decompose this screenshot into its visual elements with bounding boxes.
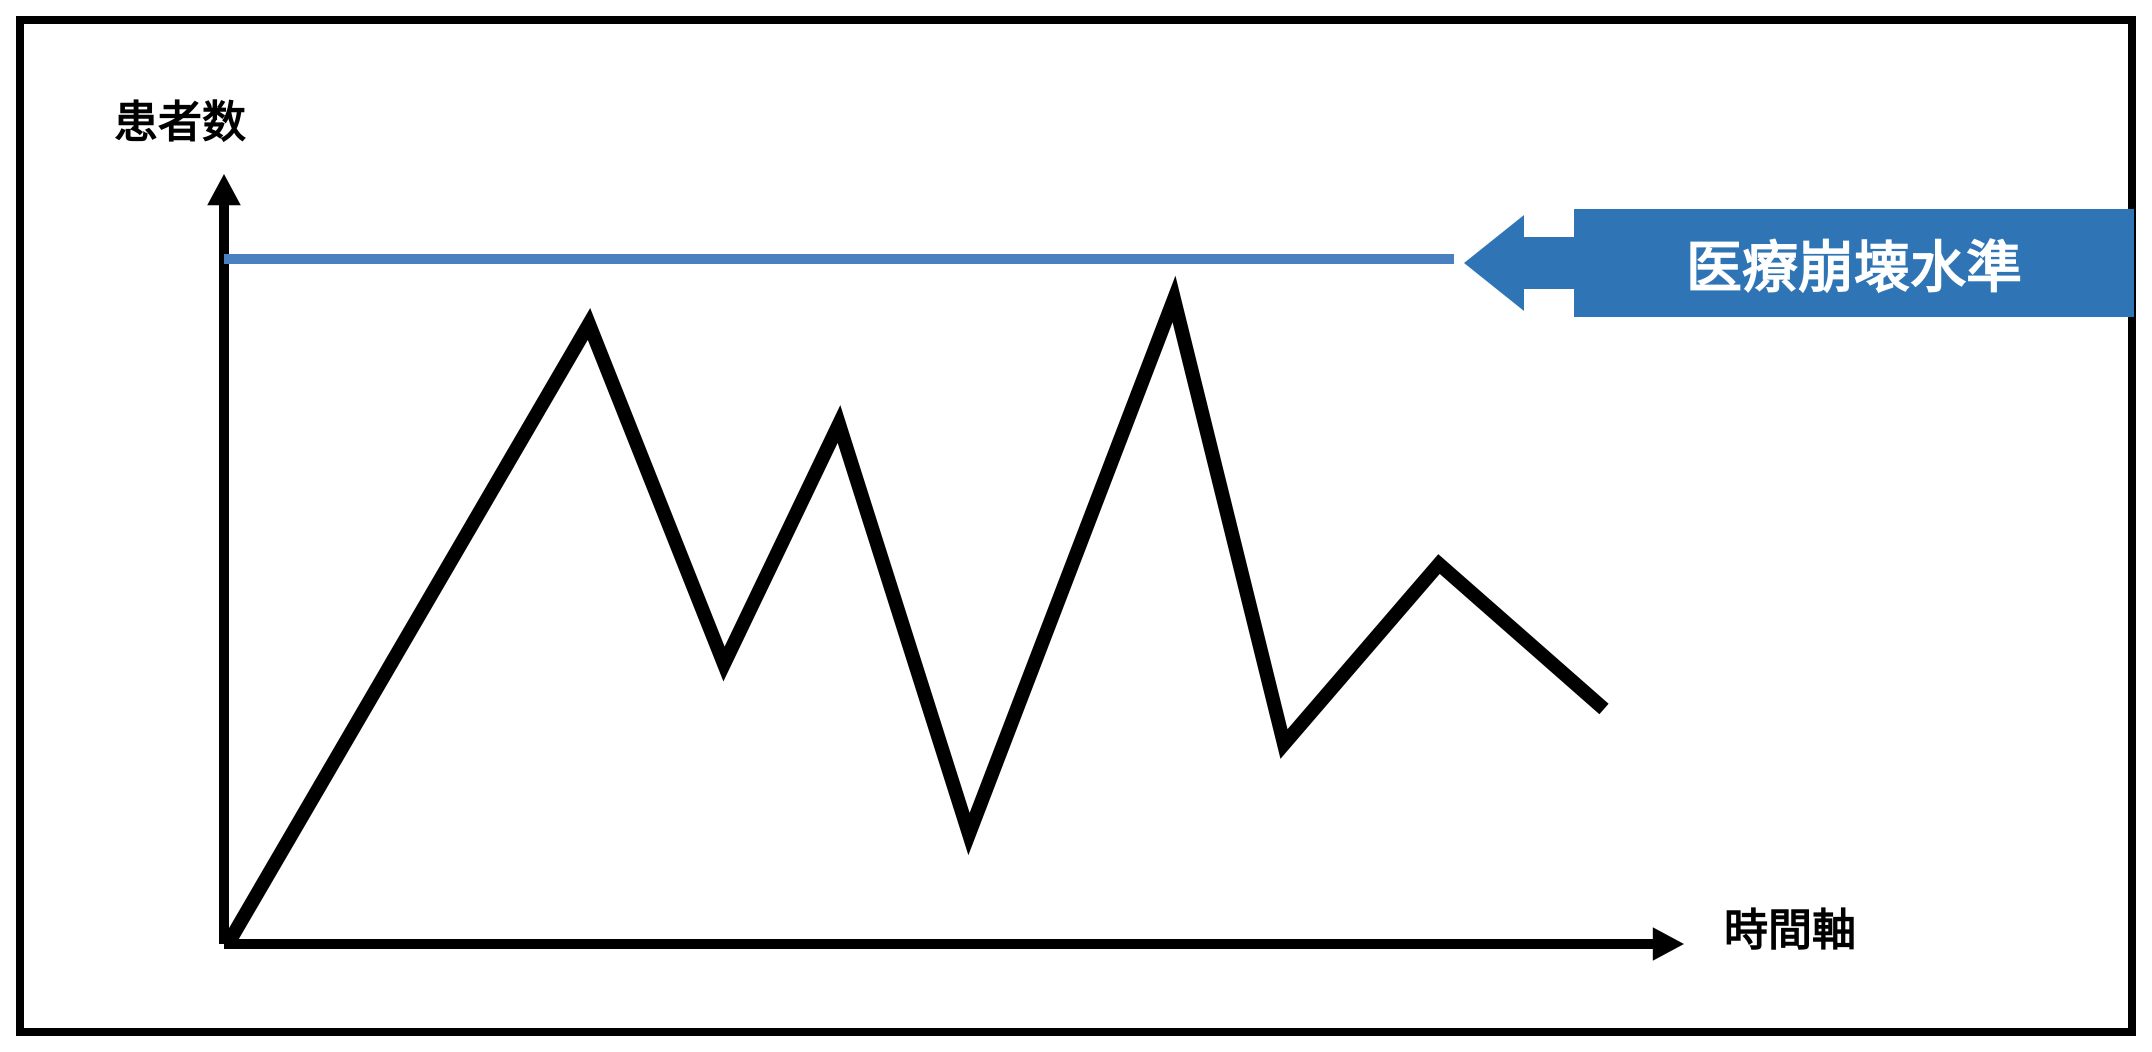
threshold-callout: 医療崩壊水準 — [1464, 209, 2134, 317]
data-polyline — [229, 299, 1604, 942]
callout-arrow-icon — [1464, 215, 1524, 311]
chart-frame: 患者数 時間軸 医療崩壊水準 — [16, 16, 2136, 1036]
x-axis-label: 時間軸 — [1724, 894, 1856, 958]
chart-svg — [24, 24, 2144, 1044]
callout-arrow-stem — [1524, 237, 1574, 289]
x-axis-arrowhead — [1653, 927, 1684, 961]
y-axis-arrowhead — [207, 174, 241, 205]
callout-label: 医療崩壊水準 — [1574, 209, 2134, 317]
y-axis-label: 患者数 — [114, 86, 246, 150]
